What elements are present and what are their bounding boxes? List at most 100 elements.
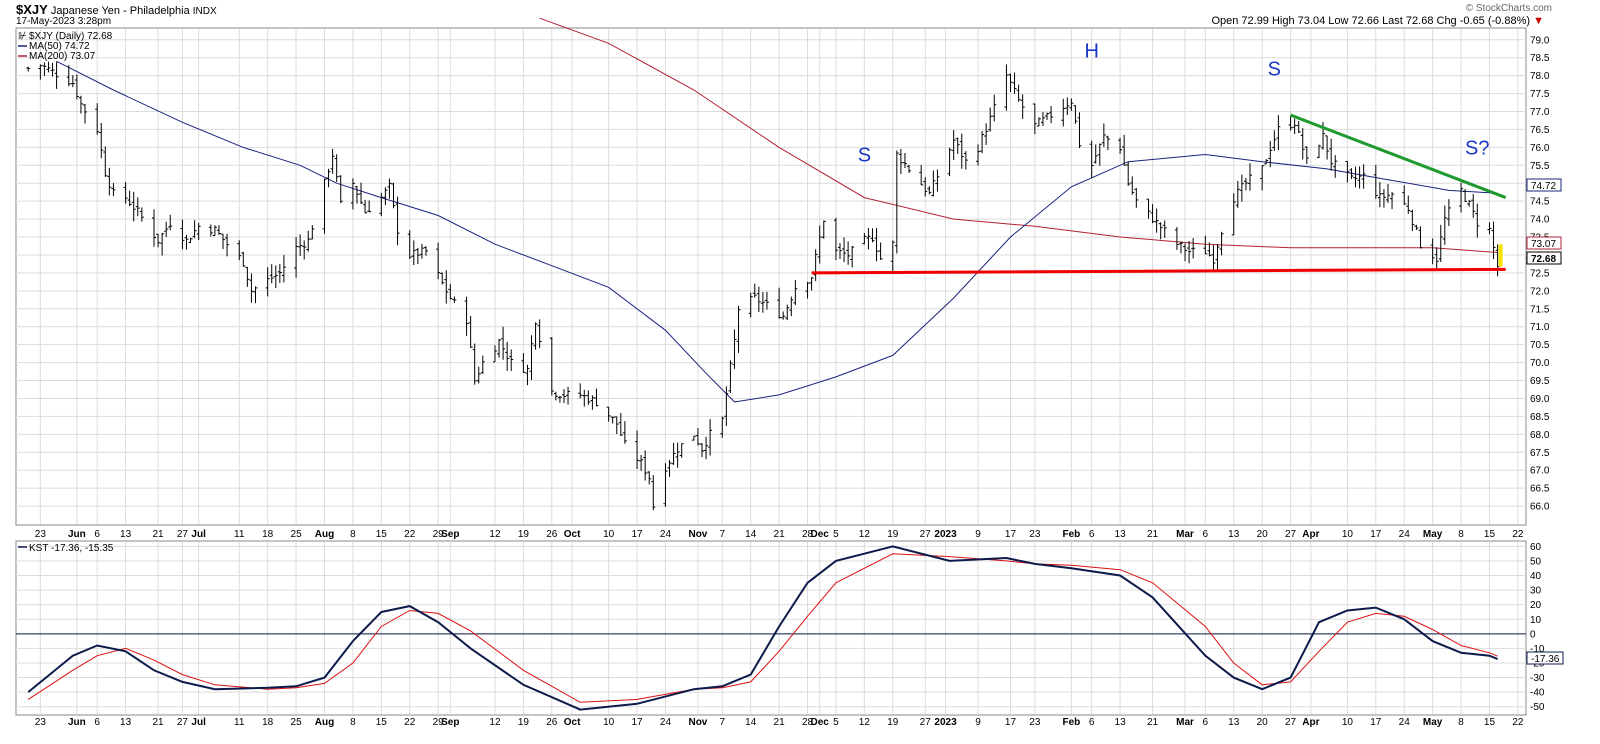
price-bar [695, 428, 700, 446]
kst-x-tick-label: 5 [833, 717, 839, 728]
price-bar [1239, 174, 1244, 202]
price-bar [38, 64, 43, 80]
pattern-label: S? [1465, 138, 1489, 160]
kst-x-tick-label: 21 [153, 717, 165, 728]
price-bar [1122, 134, 1127, 166]
price-bar [1418, 226, 1423, 249]
price-bar [1264, 159, 1269, 165]
last-tag: 72.68 [1531, 254, 1556, 265]
price-bar [1187, 240, 1192, 264]
price-bar [1183, 243, 1188, 262]
price-bar [225, 233, 230, 257]
price-bar [1207, 242, 1212, 257]
price-bar [411, 240, 416, 266]
price-y-tick-label: 76.0 [1530, 143, 1550, 154]
price-bar [1410, 209, 1415, 232]
price-bar [216, 225, 221, 235]
price-bar [1349, 168, 1354, 180]
description: Japanese Yen - Philadelphia [50, 5, 190, 17]
price-bar [436, 242, 441, 280]
price-bar [1061, 98, 1066, 127]
kst-x-tick-label: 26 [546, 717, 558, 728]
price-bar [156, 233, 161, 248]
ma200-tag-bg [1526, 236, 1562, 250]
kst-y-tick-label: -50 [1530, 702, 1545, 713]
price-bar [610, 416, 615, 424]
price-bar [647, 471, 652, 485]
price-bar [1292, 118, 1297, 135]
kst-x-tick-label: 8 [1458, 717, 1464, 728]
kst-x-tick-label: 29 [433, 717, 445, 728]
price-y-tick-label: 75.5 [1530, 161, 1550, 172]
price-bar [842, 237, 847, 263]
price-bar [894, 150, 899, 254]
price-x-tick-label: 6 [1203, 529, 1209, 540]
price-x-tick-label: 10 [603, 529, 615, 540]
price-bar [955, 137, 960, 154]
price-x-tick-label: Nov [688, 529, 707, 540]
kst-x-tick-label: 13 [1228, 717, 1240, 728]
price-panel-frame [15, 27, 1527, 526]
ma200-tag: 73.07 [1531, 239, 1556, 250]
legend-ma200: MA(200) 73.07 [29, 51, 96, 62]
legend-main: $XJY (Daily) 72.68 [29, 31, 113, 42]
price-bar [748, 292, 753, 318]
kst-x-tick-label: 17 [631, 717, 643, 728]
price-bar [354, 186, 359, 204]
price-bar [1008, 73, 1013, 92]
price-y-tick-label: 76.5 [1530, 125, 1550, 136]
price-x-tick-label: 17 [1370, 529, 1382, 540]
kst-x-tick-label: 11 [234, 717, 245, 728]
price-y-tick-label: 67.0 [1530, 466, 1550, 477]
price-bar [196, 222, 201, 241]
price-bar [553, 391, 558, 401]
price-bar [135, 197, 140, 217]
kst-x-tick-label: 27 [177, 717, 189, 728]
kst-y-tick-label: -30 [1530, 673, 1545, 684]
kst-x-tick-label: Apr [1302, 717, 1319, 728]
kst-x-tick-label: 20 [1257, 717, 1269, 728]
price-bar [951, 130, 956, 160]
price-bar [862, 233, 867, 245]
price-bar [1130, 176, 1135, 195]
price-bar [890, 240, 895, 272]
kst-x-tick-label: 19 [887, 717, 899, 728]
price-bar [1073, 105, 1078, 124]
last-tag-bg [1526, 251, 1562, 265]
price-bar [992, 94, 997, 122]
kst-y-tick-label: 30 [1530, 586, 1542, 597]
price-bar [330, 148, 335, 174]
price-y-tick-label: 77.0 [1530, 107, 1550, 118]
price-bar [99, 122, 104, 159]
kst-x-tick-label: 17 [1005, 717, 1017, 728]
kst-x-tick-label: Jul [191, 717, 206, 728]
price-bar [415, 248, 420, 265]
symbol: $XJY [16, 2, 48, 17]
price-bar [212, 225, 217, 236]
price-bar [1247, 163, 1252, 191]
price-bar [472, 343, 477, 385]
kst-panel-frame [15, 540, 1527, 716]
price-bar [1381, 189, 1386, 208]
price-bar [923, 177, 928, 197]
ma50-tag-bg [1526, 178, 1562, 192]
price-bar [1065, 97, 1070, 115]
kst-x-tick-label: 14 [745, 717, 757, 728]
price-bar [821, 220, 826, 239]
grid-layer [16, 29, 1526, 714]
price-bar [298, 234, 303, 256]
price-bar [160, 232, 165, 256]
price-bar [452, 296, 457, 303]
price-bar [273, 265, 278, 289]
price-bar [907, 164, 912, 173]
price-bar [152, 209, 157, 247]
price-bar [168, 214, 173, 231]
price-x-tick-label: 18 [262, 529, 274, 540]
price-bar [221, 233, 226, 250]
price-bar [809, 277, 814, 291]
kst-y-tick-label: 20 [1530, 600, 1542, 611]
price-bar [338, 175, 343, 204]
price-x-tick-label: 9 [975, 529, 981, 540]
chart-title: $XJY Japanese Yen - Philadelphia INDX [16, 2, 217, 17]
price-x-tick-label: 23 [1029, 529, 1041, 540]
